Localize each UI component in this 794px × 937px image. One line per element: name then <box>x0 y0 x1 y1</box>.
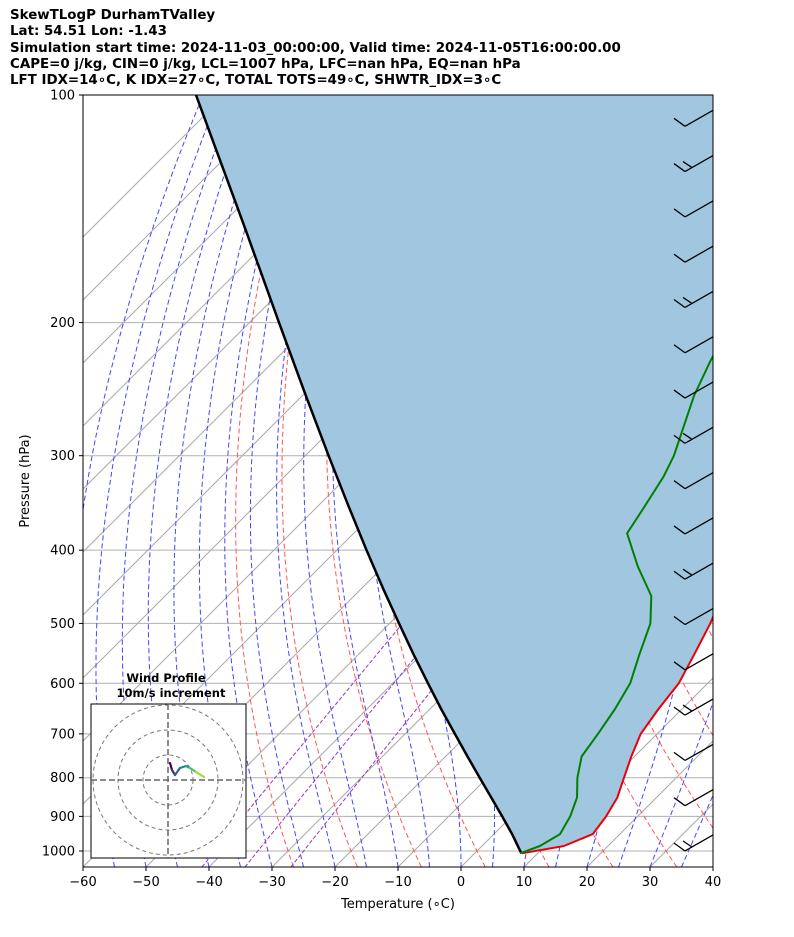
hodograph-segment <box>173 766 182 777</box>
dewpoint-line <box>519 354 713 855</box>
wind-barb <box>673 698 714 716</box>
x-tick-label: −30 <box>258 875 285 890</box>
hodograph-segment <box>168 761 174 772</box>
isotherm-line <box>83 95 352 364</box>
wind-barb <box>673 426 714 444</box>
moist-adiabat <box>249 95 321 867</box>
y-tick-label: 100 <box>50 89 75 104</box>
x-tick-label: −60 <box>69 875 96 890</box>
x-tick-label: 40 <box>705 875 722 890</box>
parcel-profile-line <box>194 95 523 854</box>
x-tick-label: −50 <box>132 875 159 890</box>
x-tick-label: 30 <box>642 875 659 890</box>
y-tick-label: 700 <box>50 727 75 742</box>
x-axis-label: Temperature (∘C) <box>340 897 455 912</box>
temperature-line <box>521 614 713 855</box>
wind-barb <box>673 245 714 263</box>
wind-barb <box>673 381 714 399</box>
moist-adiabat <box>173 95 270 867</box>
time-line: Simulation start time: 2024-11-03_00:00:… <box>10 40 621 56</box>
moist-adiabat <box>712 865 713 867</box>
wind-barb <box>673 472 714 490</box>
moist-adiabat <box>224 95 304 867</box>
stability-line: CAPE=0 j/kg, CIN=0 j/kg, LCL=1007 hPa, L… <box>10 56 521 72</box>
chart-header: SkewTLogP DurhamTValley Lat: 54.51 Lon: … <box>10 8 621 89</box>
wind-barb <box>673 290 714 309</box>
x-tick-label: −10 <box>384 875 411 890</box>
plot-frame: −60 −50 −40 −30 −20 −10 0 10 20 30 40 1000 900 800 700… <box>42 89 721 891</box>
x-tick-label: 20 <box>579 875 596 890</box>
x-tick-label: 0 <box>457 875 465 890</box>
x-tick-label: −20 <box>321 875 348 890</box>
y-tick-label: 300 <box>50 449 75 464</box>
isotherm-line <box>523 677 713 867</box>
hodograph-segment <box>194 770 206 779</box>
cin-shading <box>196 95 713 854</box>
wind-barb <box>673 155 714 173</box>
y-tick-label: 900 <box>50 810 75 825</box>
moist-adiabat <box>649 701 713 867</box>
x-tick-label: 10 <box>516 875 533 890</box>
dry-adiabat <box>762 95 794 867</box>
wind-barb <box>673 653 714 671</box>
wind-barb <box>673 109 714 127</box>
wind-barb <box>673 607 714 626</box>
isotherm-line <box>712 866 713 867</box>
profile-lines <box>194 95 713 855</box>
hodograph-title: Wind Profile <box>126 671 206 685</box>
wind-barb <box>673 743 714 761</box>
moist-adiabat <box>198 95 287 867</box>
dry-adiabat <box>730 95 794 867</box>
location-line: Lat: 54.51 Lon: -1.43 <box>10 24 167 40</box>
wind-barb <box>673 336 714 354</box>
wind-barb <box>673 834 714 852</box>
wind-barb <box>673 200 714 218</box>
moist-adiabat <box>681 794 713 867</box>
isotherm-line <box>776 95 794 867</box>
y-tick-label: 200 <box>50 316 75 331</box>
chart-title: SkewTLogP DurhamTValley <box>10 8 216 23</box>
moist-adiabat <box>276 95 340 867</box>
index-line: LFT IDX=14∘C, K IDX=27∘C, TOTAL TOTS=49∘… <box>10 73 502 89</box>
wind-barb <box>673 789 714 807</box>
x-tick-label: −40 <box>195 875 222 890</box>
hodograph-segment <box>188 766 198 774</box>
y-tick-label: 500 <box>50 617 75 632</box>
y-tick-label: 800 <box>50 771 75 786</box>
wind-barbs <box>673 109 714 852</box>
wind-barb <box>673 562 714 580</box>
dry-adiabat <box>281 95 358 867</box>
isotherm-line <box>83 95 289 301</box>
isotherm-line <box>83 95 226 238</box>
y-tick-label: 1000 <box>42 844 75 859</box>
moist-adiabat <box>303 95 367 867</box>
hodograph-subtitle: 10m/s increment <box>117 686 226 700</box>
moist-adiabat <box>618 95 702 867</box>
y-tick-label: 400 <box>50 544 75 559</box>
wind-barb <box>673 517 714 535</box>
hodograph-inset: Wind Profile 10m/s increment <box>90 671 247 859</box>
y-axis-label: Pressure (hPa) <box>18 434 33 527</box>
y-tick-label: 600 <box>50 677 75 692</box>
